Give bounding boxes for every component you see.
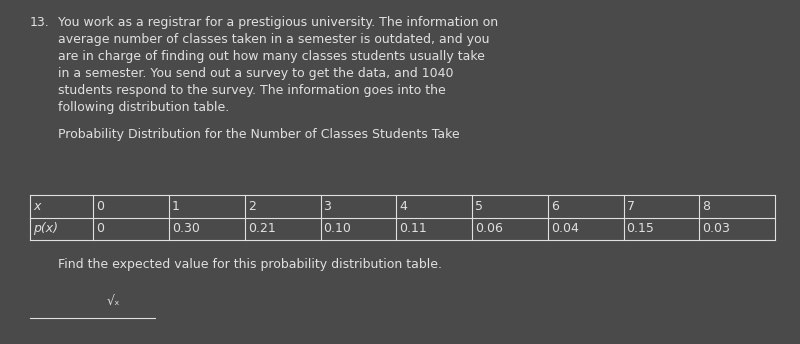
- Text: You work as a registrar for a prestigious university. The information on: You work as a registrar for a prestigiou…: [58, 16, 498, 29]
- Text: average number of classes taken in a semester is outdated, and you: average number of classes taken in a sem…: [58, 33, 490, 46]
- Text: Probability Distribution for the Number of Classes Students Take: Probability Distribution for the Number …: [58, 128, 460, 141]
- Text: 13.: 13.: [30, 16, 50, 29]
- Text: √ₓ: √ₓ: [107, 295, 121, 308]
- Text: 6: 6: [550, 200, 558, 213]
- Text: 0.15: 0.15: [626, 222, 654, 235]
- Text: x: x: [33, 200, 40, 213]
- Text: in a semester. You send out a survey to get the data, and 1040: in a semester. You send out a survey to …: [58, 67, 454, 80]
- Text: 2: 2: [248, 200, 256, 213]
- Text: following distribution table.: following distribution table.: [58, 101, 230, 114]
- Text: 1: 1: [172, 200, 180, 213]
- Text: 7: 7: [626, 200, 634, 213]
- Text: p(x): p(x): [33, 222, 58, 235]
- Text: 0.04: 0.04: [550, 222, 578, 235]
- Text: 0: 0: [96, 200, 104, 213]
- Text: 4: 4: [399, 200, 407, 213]
- Text: 3: 3: [323, 200, 331, 213]
- Text: Find the expected value for this probability distribution table.: Find the expected value for this probabi…: [58, 258, 442, 271]
- Text: 8: 8: [702, 200, 710, 213]
- Text: 0.06: 0.06: [475, 222, 503, 235]
- Text: 0.11: 0.11: [399, 222, 427, 235]
- Text: 0: 0: [96, 222, 104, 235]
- Text: 0.10: 0.10: [323, 222, 351, 235]
- Text: students respond to the survey. The information goes into the: students respond to the survey. The info…: [58, 84, 446, 97]
- Text: 0.03: 0.03: [702, 222, 730, 235]
- Text: 0.30: 0.30: [172, 222, 200, 235]
- Text: 0.21: 0.21: [248, 222, 275, 235]
- Text: are in charge of finding out how many classes students usually take: are in charge of finding out how many cl…: [58, 50, 485, 63]
- Text: 5: 5: [475, 200, 483, 213]
